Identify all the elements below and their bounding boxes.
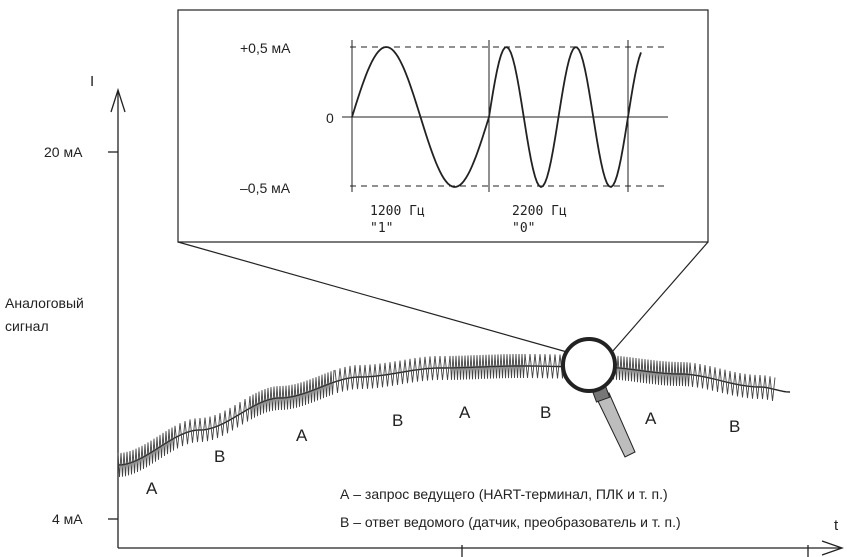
segment-label: B bbox=[729, 417, 740, 436]
segment-label: A bbox=[645, 409, 657, 428]
x-axis-arrow bbox=[821, 540, 844, 556]
bit-label-0: "0" bbox=[512, 221, 535, 236]
tick-label-4ma: 4 мА bbox=[52, 511, 83, 527]
segment-label: B bbox=[540, 403, 551, 422]
segment-label: A bbox=[146, 479, 158, 498]
inset-plus-label: +0,5 мА bbox=[240, 40, 291, 56]
legend-b: В – ответ ведомого (датчик, преобразоват… bbox=[340, 514, 681, 530]
magnifier-handle bbox=[595, 392, 636, 458]
y-axis-arrow bbox=[110, 87, 126, 113]
x-axis-label: t bbox=[834, 517, 839, 534]
fsk-sine-wave bbox=[351, 46, 642, 189]
magnifier-lens bbox=[561, 337, 617, 393]
inset-frame bbox=[177, 9, 709, 353]
axes bbox=[108, 87, 844, 557]
inset-waveform bbox=[342, 40, 668, 192]
magnifier-icon bbox=[561, 337, 636, 458]
zoom-line-left bbox=[177, 241, 568, 353]
segment-label: A bbox=[296, 426, 308, 445]
freq-label-1200: 1200 Гц bbox=[370, 204, 425, 219]
y-axis-label: I bbox=[90, 73, 94, 90]
segment-label: A bbox=[459, 403, 471, 422]
tick-label-20ma: 20 мА bbox=[44, 144, 83, 160]
analog-signal-label-1: Аналоговый bbox=[5, 295, 84, 311]
legend-a: А – запрос ведущего (HART-терминал, ПЛК … bbox=[340, 486, 668, 502]
bit-label-1: "1" bbox=[370, 221, 393, 236]
segment-label: B bbox=[214, 447, 225, 466]
hart-signal bbox=[117, 353, 776, 478]
zoom-line-right bbox=[611, 241, 709, 353]
inset-minus-label: –0,5 мА bbox=[240, 180, 291, 196]
freq-label-2200: 2200 Гц bbox=[512, 204, 567, 219]
analog-signal-label-2: сигнал bbox=[5, 318, 49, 334]
inset-zero-label: 0 bbox=[326, 110, 334, 126]
segment-label: B bbox=[392, 411, 403, 430]
